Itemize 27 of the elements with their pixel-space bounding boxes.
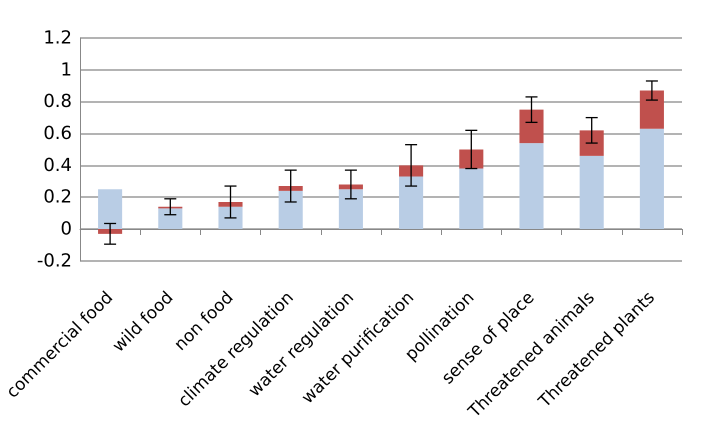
bar (278, 190, 303, 230)
bar (640, 90, 664, 129)
bar (399, 165, 424, 177)
bar (519, 143, 544, 230)
y-tick-label: 0.4 (43, 154, 72, 176)
bar (158, 208, 182, 230)
y-tick-label: 1.2 (43, 28, 72, 48)
bar (218, 202, 243, 207)
y-tick-label: 1 (60, 59, 72, 80)
bar (459, 168, 484, 230)
y-tick-label: -0.2 (36, 250, 72, 272)
bar (218, 206, 243, 230)
bar (338, 189, 363, 230)
y-tick-label: 0.6 (43, 123, 72, 144)
bar (399, 176, 424, 230)
bar (98, 229, 122, 234)
bar (98, 189, 122, 230)
bar (640, 128, 664, 230)
y-tick-label: 0 (60, 218, 72, 240)
bar (580, 130, 604, 156)
bar (338, 184, 363, 190)
bar (278, 186, 303, 191)
bar (459, 149, 484, 169)
y-tick-label: 0.8 (43, 91, 72, 112)
bar (580, 156, 604, 230)
bar (519, 110, 544, 144)
y-tick-label: 0.2 (43, 186, 72, 208)
